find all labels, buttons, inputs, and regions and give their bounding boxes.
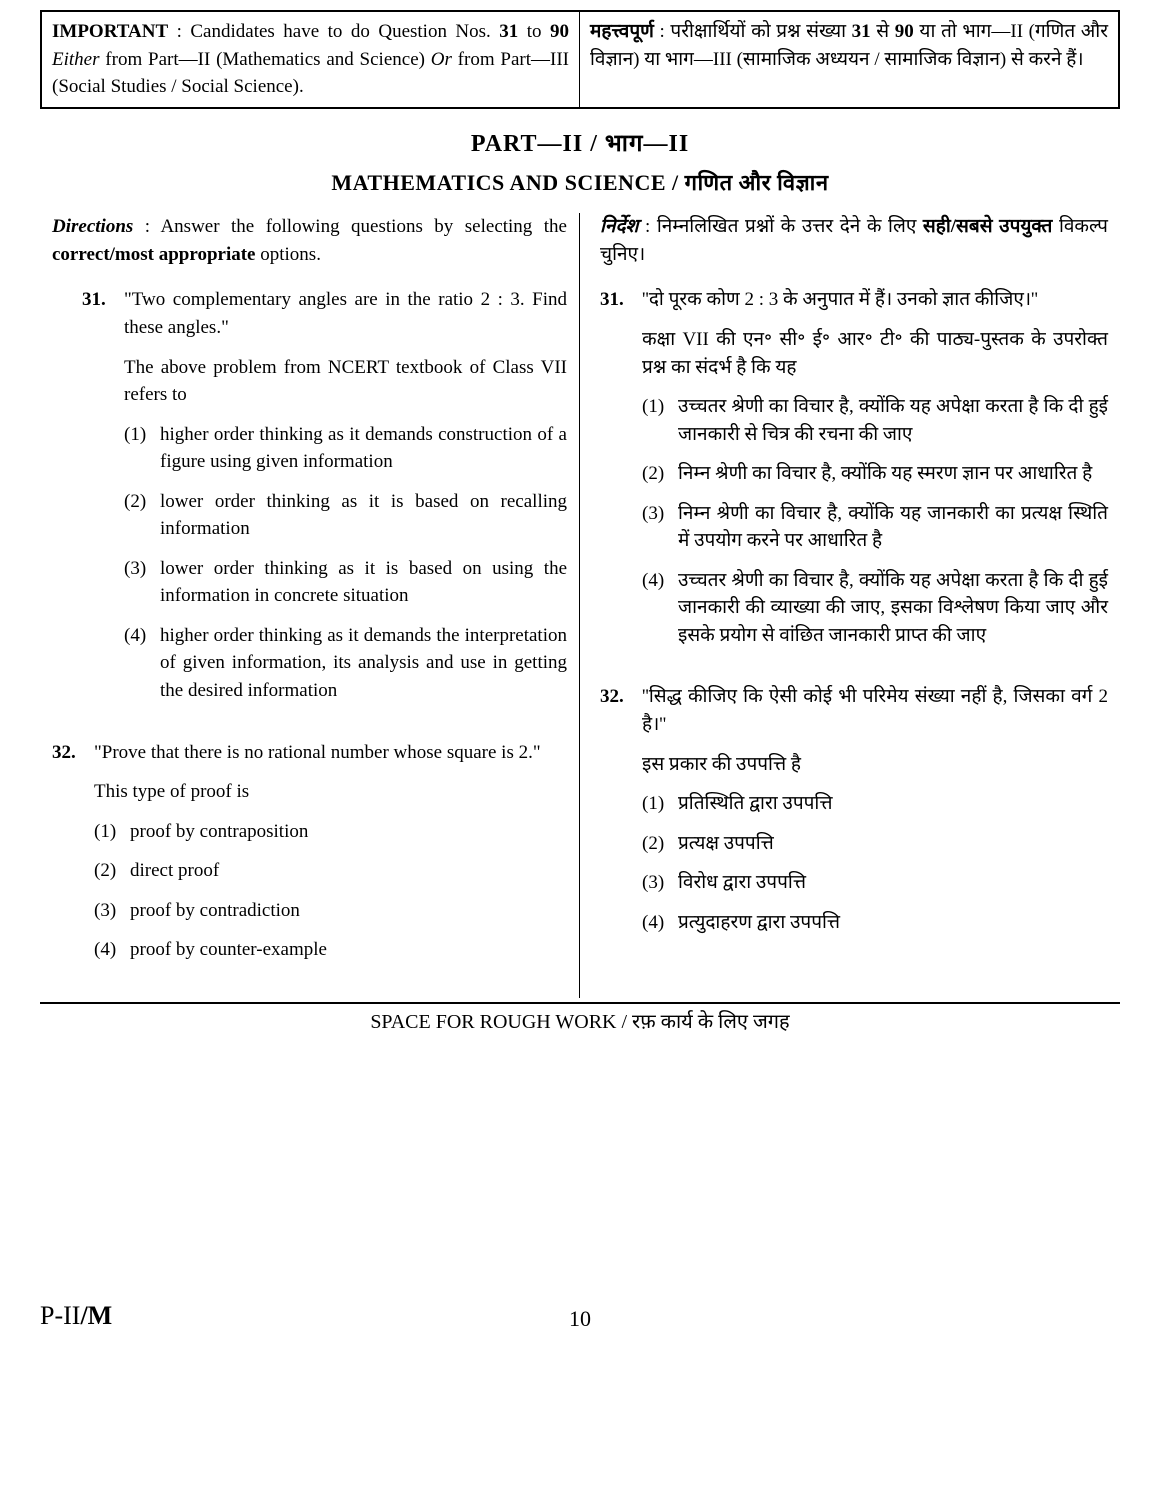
q32-opt3-en: (3)proof by contradiction bbox=[94, 897, 567, 925]
q31-opt4-en: (4)higher order thinking as it demands t… bbox=[124, 622, 567, 705]
ot: उच्चतर श्रेणी का विचार है, क्योंकि यह अप… bbox=[678, 393, 1108, 448]
t1: : Answer the following questions by sele… bbox=[133, 216, 567, 237]
q31-opt1-en: (1)higher order thinking as it demands c… bbox=[124, 421, 567, 476]
q31-stem2-en: The above problem from NCERT textbook of… bbox=[124, 354, 567, 409]
q31-num-en: 31. bbox=[82, 286, 124, 716]
q31-stem1-en: "Two complementary angles are in the rat… bbox=[124, 286, 567, 341]
q32-opt2-en: (2)direct proof bbox=[94, 857, 567, 885]
q31-stem1-hi: ''दो पूरक कोण 2 : 3 के अनुपात में हैं। उ… bbox=[642, 286, 1108, 314]
q31-opt3-hi: (3)निम्न श्रेणी का विचार है, क्योंकि यह … bbox=[642, 500, 1108, 555]
range1: 31 bbox=[499, 21, 518, 42]
q31-opt4-hi: (4)उच्चतर श्रेणी का विचार है, क्योंकि यह… bbox=[642, 567, 1108, 650]
directions-label-en: Directions bbox=[52, 216, 133, 237]
directions-label-hi: निर्देश bbox=[600, 216, 638, 237]
ot: विरोध द्वारा उपपत्ति bbox=[678, 869, 1108, 897]
ot: निम्न श्रेणी का विचार है, क्योंकि यह स्म… bbox=[678, 460, 1108, 488]
to: to bbox=[518, 21, 550, 42]
q32-hi: 32. ''सिद्ध कीजिए कि ऐसी कोई भी परिमेय स… bbox=[600, 683, 1108, 948]
on: (1) bbox=[94, 818, 130, 846]
directions-hi: निर्देश : निम्नलिखित प्रश्नों के उत्तर द… bbox=[600, 213, 1108, 268]
ot: higher order thinking as it demands the … bbox=[160, 622, 567, 705]
on: (1) bbox=[124, 421, 160, 476]
rough-work-label: SPACE FOR ROUGH WORK / रफ़ कार्य के लिए … bbox=[40, 1008, 1120, 1037]
on: (4) bbox=[642, 567, 678, 650]
range2: 90 bbox=[550, 21, 569, 42]
t1: : निम्नलिखित प्रश्नों के उत्तर देने के ल… bbox=[638, 216, 922, 237]
on: (1) bbox=[642, 393, 678, 448]
r2: 90 bbox=[895, 21, 914, 42]
partA: from Part—II (Mathematics and Science) bbox=[100, 49, 431, 70]
b: correct/most appropriate bbox=[52, 244, 256, 265]
q32-opt2-hi: (2)प्रत्यक्ष उपपत्ति bbox=[642, 830, 1108, 858]
on: (4) bbox=[94, 936, 130, 964]
either: Either bbox=[52, 49, 100, 70]
t2: options. bbox=[256, 244, 321, 265]
q32-stem1-en: "Prove that there is no rational number … bbox=[94, 739, 567, 767]
important-english: IMPORTANT : Candidates have to do Questi… bbox=[42, 12, 580, 107]
on: (3) bbox=[124, 555, 160, 610]
on: (4) bbox=[124, 622, 160, 705]
q32-en: 32. "Prove that there is no rational num… bbox=[52, 739, 567, 976]
q31-opt2-hi: (2)निम्न श्रेणी का विचार है, क्योंकि यह … bbox=[642, 460, 1108, 488]
on: (2) bbox=[124, 488, 160, 543]
q32-num-hi: 32. bbox=[600, 683, 642, 948]
or: Or bbox=[431, 49, 452, 70]
ot: proof by counter-example bbox=[130, 936, 567, 964]
q32-stem2-en: This type of proof is bbox=[94, 778, 567, 806]
important-label-hi: महत्त्वपूर्ण bbox=[590, 21, 654, 42]
directions-en: Directions : Answer the following questi… bbox=[52, 213, 567, 268]
q31-en: 31. "Two complementary angles are in the… bbox=[52, 286, 567, 716]
ot: प्रतिस्थिति द्वारा उपपत्ति bbox=[678, 790, 1108, 818]
on: (3) bbox=[94, 897, 130, 925]
ot: lower order thinking as it is based on r… bbox=[160, 488, 567, 543]
ot: प्रत्युदाहरण द्वारा उपपत्ति bbox=[678, 909, 1108, 937]
ot: उच्चतर श्रेणी का विचार है, क्योंकि यह अप… bbox=[678, 567, 1108, 650]
b: सही/सबसे उपयुक्त bbox=[923, 216, 1052, 237]
q32-opt4-en: (4)proof by counter-example bbox=[94, 936, 567, 964]
ot: proof by contraposition bbox=[130, 818, 567, 846]
ot: direct proof bbox=[130, 857, 567, 885]
important-hindi: महत्त्वपूर्ण : परीक्षार्थियों को प्रश्न … bbox=[580, 12, 1118, 107]
paper-code: P-II/M bbox=[40, 1297, 112, 1335]
on: (2) bbox=[642, 830, 678, 858]
ot: lower order thinking as it is based on u… bbox=[160, 555, 567, 610]
on: (1) bbox=[642, 790, 678, 818]
q31-num-hi: 31. bbox=[600, 286, 642, 661]
mid: से bbox=[871, 21, 895, 42]
on: (2) bbox=[642, 460, 678, 488]
q32-opt1-hi: (1)प्रतिस्थिति द्वारा उपपत्ति bbox=[642, 790, 1108, 818]
txt: : Candidates have to do Question Nos. bbox=[168, 21, 499, 42]
q32-num-en: 32. bbox=[52, 739, 94, 976]
part-title: PART—II / भाग—II bbox=[40, 127, 1120, 162]
q32-opt1-en: (1)proof by contraposition bbox=[94, 818, 567, 846]
q31-opt1-hi: (1)उच्चतर श्रेणी का विचार है, क्योंकि यह… bbox=[642, 393, 1108, 448]
on: (3) bbox=[642, 869, 678, 897]
ot: higher order thinking as it demands cons… bbox=[160, 421, 567, 476]
ot: प्रत्यक्ष उपपत्ति bbox=[678, 830, 1108, 858]
txt: : परीक्षार्थियों को प्रश्न संख्या bbox=[654, 21, 852, 42]
q32-opt3-hi: (3)विरोध द्वारा उपपत्ति bbox=[642, 869, 1108, 897]
page-number: 10 bbox=[569, 1303, 591, 1335]
on: (4) bbox=[642, 909, 678, 937]
ot: निम्न श्रेणी का विचार है, क्योंकि यह जान… bbox=[678, 500, 1108, 555]
r1: 31 bbox=[852, 21, 871, 42]
important-label-en: IMPORTANT bbox=[52, 21, 168, 42]
q31-stem2-hi: कक्षा VII की एन॰ सी॰ ई॰ आर॰ टी॰ की पाठ्य… bbox=[642, 326, 1108, 381]
section-rule bbox=[40, 1002, 1120, 1004]
q31-hi: 31. ''दो पूरक कोण 2 : 3 के अनुपात में है… bbox=[600, 286, 1108, 661]
q31-opt3-en: (3)lower order thinking as it is based o… bbox=[124, 555, 567, 610]
subject-title: MATHEMATICS AND SCIENCE / गणित और विज्ञा… bbox=[40, 167, 1120, 199]
on: (3) bbox=[642, 500, 678, 555]
on: (2) bbox=[94, 857, 130, 885]
important-box: IMPORTANT : Candidates have to do Questi… bbox=[40, 10, 1120, 109]
q32-opt4-hi: (4)प्रत्युदाहरण द्वारा उपपत्ति bbox=[642, 909, 1108, 937]
q32-stem1-hi: ''सिद्ध कीजिए कि ऐसी कोई भी परिमेय संख्य… bbox=[642, 683, 1108, 738]
ot: proof by contradiction bbox=[130, 897, 567, 925]
q31-opt2-en: (2)lower order thinking as it is based o… bbox=[124, 488, 567, 543]
q32-stem2-hi: इस प्रकार की उपपत्ति है bbox=[642, 751, 1108, 779]
